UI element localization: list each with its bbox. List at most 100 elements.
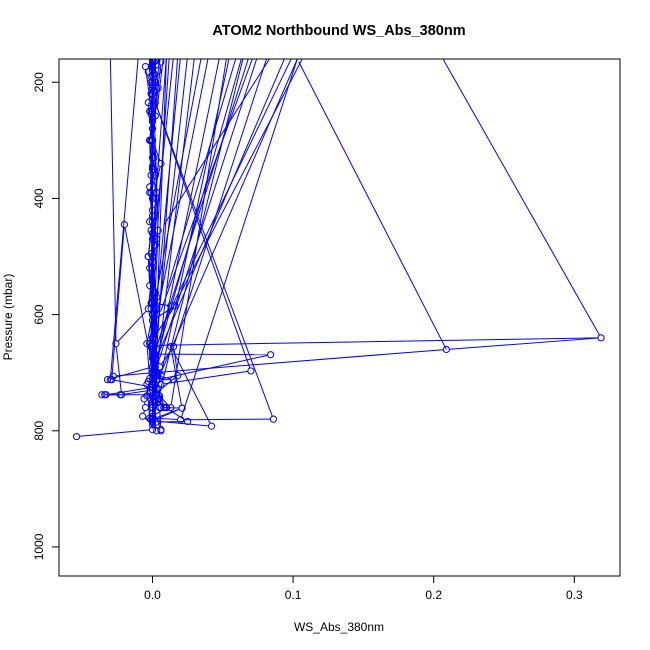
series-segment [174,59,268,344]
y-tick-label: 400 [32,188,46,208]
series-segment [170,59,227,405]
series-segment [152,59,209,335]
data-point [144,305,152,313]
series-segment [155,59,195,382]
x-tick-label: 0.3 [566,588,583,602]
data-point [148,350,157,358]
data-point [148,369,157,377]
data-point [98,391,106,399]
data-point [148,218,157,226]
data-point [148,354,157,362]
data-point [72,432,81,441]
data-point [102,391,110,399]
data-point [160,403,168,412]
data-point [154,395,162,403]
plot-frame [58,58,621,577]
series-segment [109,387,150,395]
series-segment [123,390,150,395]
data-point [153,427,161,435]
data-point [169,342,178,351]
data-point [442,345,450,354]
data-point [154,84,162,92]
data-point [207,422,216,430]
data-point [148,401,157,409]
series-segment [152,59,174,254]
data-point [148,118,157,126]
x-tick-label: 0.1 [285,588,302,602]
data-point [112,340,120,348]
data-point [148,426,157,434]
series-segment [161,354,268,380]
data-point [157,159,165,168]
series-segment [159,375,171,380]
series-segment [110,367,150,380]
data-point [157,371,165,380]
series-segment [149,59,153,80]
data-point [146,374,154,383]
series-segment [146,317,153,341]
series-segment [148,224,153,254]
data-point [148,59,157,65]
data-point [150,165,158,173]
data-point [148,409,157,417]
data-point [154,226,162,234]
series-segment [111,227,125,377]
series-layer [72,59,605,441]
y-axis-label: Pressure (mbar) [1,274,15,361]
data-point [153,305,161,313]
series-segment [155,337,598,346]
data-point [146,264,154,272]
series-segment [155,105,251,369]
data-point [120,220,128,229]
data-point [167,403,175,412]
plot-area [72,59,605,441]
series-segment [124,227,153,364]
series-segment [152,59,167,237]
data-point [148,78,157,86]
data-point [141,62,150,71]
data-point [148,310,157,319]
data-point [148,380,157,388]
data-point [148,334,157,342]
data-point [148,418,157,426]
x-axis: 0.0 0.1 0.2 0.3 [144,576,583,602]
series-segment [146,346,150,376]
data-point [148,258,157,266]
series-segment [181,59,298,417]
data-point [143,392,151,400]
series-segment [298,61,447,350]
data-point [148,345,157,354]
x-axis-label: WS_Abs_380nm [294,620,384,634]
y-axis: 200 400 600 800 1000 [32,72,59,560]
series-segment [149,143,153,231]
series-segment [156,59,164,109]
data-point [148,421,157,429]
data-point [177,416,185,424]
data-point [117,391,126,399]
series-segment [163,370,248,385]
series-segment [449,337,598,350]
series-segment [152,59,202,312]
data-point [148,67,157,75]
data-point [151,288,159,297]
y-tick-label: 800 [32,420,46,440]
series-segment [152,59,160,138]
series-segment [152,59,220,382]
data-point [148,154,157,162]
data-point [148,71,157,79]
data-point [144,252,152,261]
series-segment [155,105,273,417]
data-point [146,281,154,290]
data-point [143,340,151,348]
series-segment [158,59,161,68]
series-segment [154,59,258,373]
data-point [146,189,154,197]
x-tick-label: 0.0 [144,588,161,602]
series-segment [110,59,139,377]
series-segment [166,59,237,289]
data-point [157,403,165,412]
data-point [148,229,157,237]
series-segment [170,349,182,406]
data-point [153,293,161,301]
data-point [167,342,175,351]
